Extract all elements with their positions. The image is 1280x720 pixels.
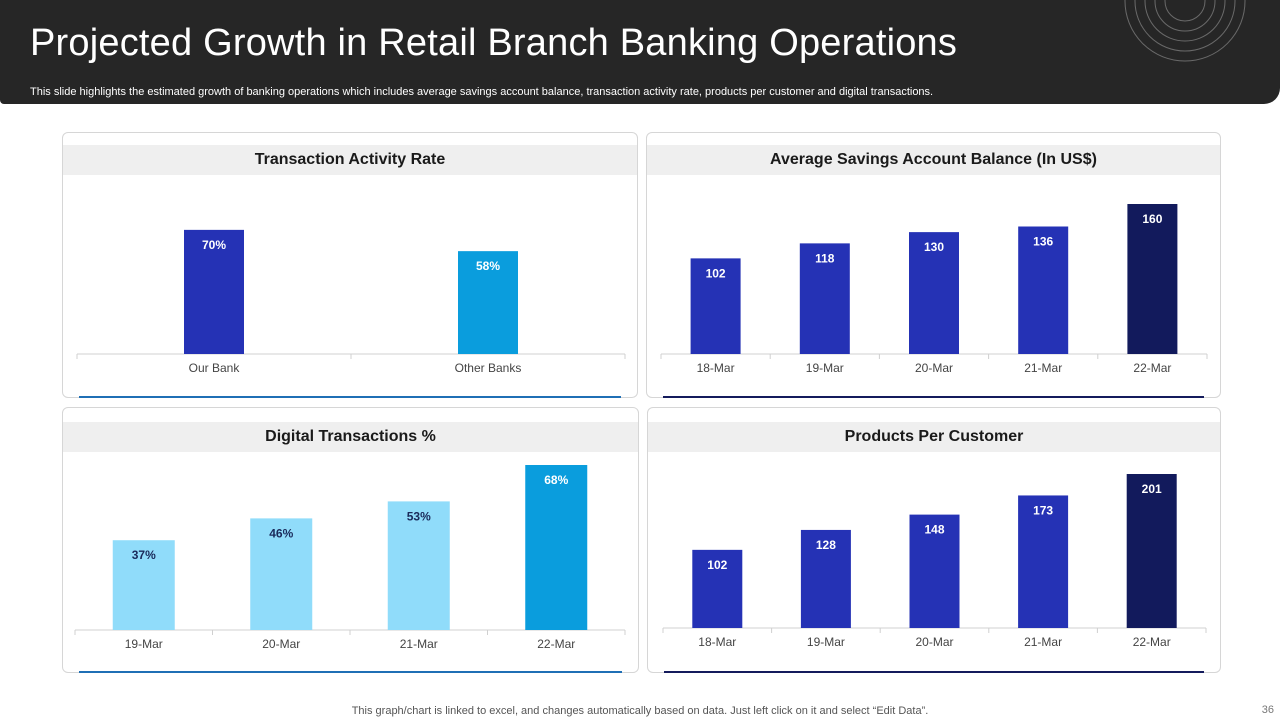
data-label: 173	[1033, 503, 1053, 517]
data-label: 201	[1142, 482, 1162, 496]
x-tick-label: 20-Mar	[262, 637, 300, 651]
bar	[799, 243, 850, 354]
x-tick-label: 18-Mar	[697, 361, 735, 375]
data-label: 58%	[476, 259, 500, 273]
chart-transaction-activity: 70% Our Bank 58% Other Banks	[76, 229, 626, 375]
chart-title: Transaction Activity Rate	[63, 145, 637, 175]
chart-panel-products-per-customer: Products Per Customer 102 18-Mar 128 19-Mar…	[647, 407, 1221, 673]
x-tick-label: 21-Mar	[1024, 635, 1062, 649]
chart-title: Average Savings Account Balance (In US$)	[647, 145, 1220, 175]
data-label: 128	[816, 538, 836, 552]
bar	[184, 229, 244, 354]
x-tick-label: 20-Mar	[915, 361, 953, 375]
x-tick-label: 22-Mar	[537, 637, 575, 651]
chart-avg-savings-balance: 102 18-Mar 118 19-Mar 130 20-Mar 136 21-Mar 160 2…	[660, 204, 1208, 375]
chart-products-per-customer: 102 18-Mar 128 19-Mar 148 20-Mar 173 21-Mar 201 2…	[662, 474, 1207, 649]
data-label: 70%	[202, 238, 226, 252]
concentric-circles-decoration	[1124, 0, 1246, 62]
slide-header: Projected Growth in Retail Branch Bankin…	[0, 0, 1280, 104]
panel-accent-line	[79, 671, 622, 673]
x-tick-label: Our Bank	[189, 361, 241, 375]
x-tick-label: 18-Mar	[698, 635, 736, 649]
data-label: 46%	[269, 526, 293, 540]
data-label: 102	[707, 558, 727, 572]
bar	[1018, 226, 1069, 354]
panel-accent-line	[664, 671, 1204, 673]
x-tick-label: 22-Mar	[1133, 361, 1171, 375]
x-tick-label: 19-Mar	[806, 361, 844, 375]
bar	[250, 518, 313, 630]
page-number: 36	[1261, 704, 1274, 716]
x-tick-label: Other Banks	[455, 361, 522, 375]
x-tick-label: 19-Mar	[125, 637, 163, 651]
bar	[1126, 474, 1177, 628]
bar	[800, 529, 851, 628]
bar	[692, 549, 743, 628]
data-label: 68%	[544, 473, 568, 487]
data-label: 130	[924, 240, 944, 254]
bar	[909, 232, 959, 354]
bar	[458, 251, 518, 354]
chart-panel-digital-transactions: Digital Transactions % 37% 19-Mar 46% 20-Ma…	[62, 407, 639, 673]
data-label: 118	[815, 251, 835, 265]
bar	[1127, 204, 1178, 354]
data-label: 148	[924, 523, 944, 537]
x-tick-label: 22-Mar	[1133, 635, 1171, 649]
panel-accent-line	[79, 396, 621, 398]
x-tick-label: 21-Mar	[1024, 361, 1062, 375]
data-label: 37%	[132, 548, 156, 562]
bar	[112, 540, 175, 630]
x-tick-label: 19-Mar	[807, 635, 845, 649]
footer-note: This graph/chart is linked to excel, and…	[351, 705, 929, 717]
data-label: 160	[1142, 212, 1162, 226]
bar	[1018, 495, 1069, 628]
chart-panel-transaction-activity: Transaction Activity Rate 70% Our Bank 58%…	[62, 132, 638, 398]
chart-panel-avg-savings-balance: Average Savings Account Balance (In US$)…	[646, 132, 1221, 398]
bar	[387, 501, 450, 630]
page-subtitle: This slide highlights the estimated grow…	[30, 86, 934, 98]
x-tick-label: 21-Mar	[400, 637, 438, 651]
data-label: 53%	[407, 509, 431, 523]
bar	[909, 514, 960, 628]
chart-digital-transactions: 37% 19-Mar 46% 20-Mar 53% 21-Mar 68% 22-Mar	[74, 465, 626, 651]
chart-title: Products Per Customer	[648, 422, 1220, 452]
x-tick-label: 20-Mar	[915, 635, 953, 649]
panel-accent-line	[663, 396, 1204, 398]
chart-title: Digital Transactions %	[63, 422, 638, 452]
page-title: Projected Growth in Retail Branch Bankin…	[30, 22, 958, 64]
bar	[525, 465, 588, 630]
data-label: 136	[1033, 235, 1053, 249]
bar	[690, 258, 741, 354]
data-label: 102	[706, 266, 726, 280]
